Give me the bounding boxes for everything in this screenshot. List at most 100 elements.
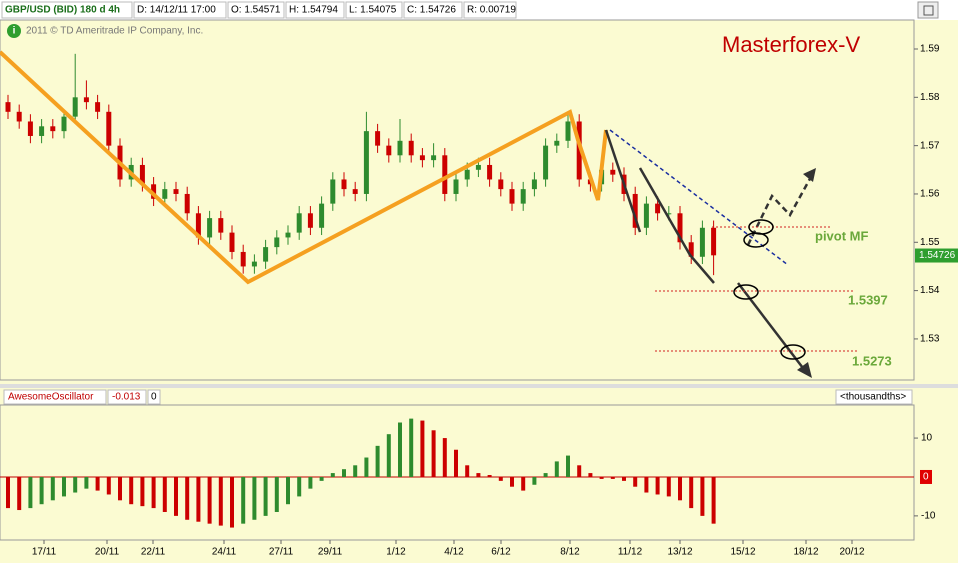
osc-bar xyxy=(454,449,458,477)
trend-line xyxy=(0,50,608,285)
y-tick-label: 1.55 xyxy=(920,237,940,248)
candle-body xyxy=(543,145,549,180)
candle-body xyxy=(296,213,302,233)
candle-body xyxy=(307,213,313,228)
candle-body xyxy=(464,169,470,180)
y-tick-label: 1.53 xyxy=(920,334,940,345)
header-text: D: 14/12/11 17:00 xyxy=(137,5,216,16)
osc-bar xyxy=(118,476,122,501)
candle-body xyxy=(431,155,437,161)
marker xyxy=(733,284,759,300)
header-cell xyxy=(285,1,345,19)
candle-body xyxy=(184,193,190,214)
osc-bar xyxy=(431,430,436,477)
osc-bar xyxy=(62,476,66,497)
candle-body xyxy=(139,164,145,185)
header-cell xyxy=(1,1,133,19)
x-tick-label: 20/11 xyxy=(95,547,120,558)
chart-title: Masterforex-V xyxy=(722,32,860,57)
y-tick-label: -10 xyxy=(921,511,936,522)
osc-bar xyxy=(39,476,44,505)
osc-name-box xyxy=(3,389,107,405)
copyright: 2011 © TD Ameritrade IP Company, Inc. xyxy=(26,26,203,37)
markers xyxy=(733,219,806,360)
candle-body xyxy=(375,131,381,146)
header-text: L: 1.54075 xyxy=(349,5,397,16)
osc-readout-box xyxy=(107,389,147,405)
arrowhead xyxy=(797,362,812,378)
last-price-box xyxy=(915,248,958,263)
header-text: GBP/USD (BID) 180 d 4h xyxy=(5,5,120,16)
osc-bar xyxy=(241,476,246,524)
settings-button[interactable] xyxy=(917,1,939,19)
arrowhead xyxy=(803,168,816,182)
osc-bar xyxy=(566,455,570,477)
candle-body xyxy=(27,121,33,136)
candle-body xyxy=(341,179,347,190)
osc-bar xyxy=(106,476,111,495)
osc-bar xyxy=(521,476,526,491)
candle-body xyxy=(475,164,481,170)
candle-body xyxy=(509,189,515,204)
osc-bar xyxy=(678,476,682,501)
osc-bar xyxy=(577,465,582,477)
osc-bar xyxy=(230,476,234,528)
x-tick-label: 8/12 xyxy=(560,547,580,558)
osc-bar xyxy=(442,438,447,477)
osc-bar xyxy=(50,476,55,501)
candle-body xyxy=(408,140,414,156)
annotation: 1.5397 xyxy=(848,292,888,307)
oscillator: AwesomeOscillator -0.013 0 <thousandths> 10 0… xyxy=(0,389,936,528)
osc-bar xyxy=(633,476,638,487)
target-arrow xyxy=(737,282,807,373)
candle-body xyxy=(666,213,672,215)
x-tick-label: 29/11 xyxy=(318,547,343,558)
candle-body xyxy=(419,155,425,161)
candle-body xyxy=(643,203,649,228)
osc-bar xyxy=(353,465,358,477)
annotation: 1.5273 xyxy=(852,353,892,368)
candle-body xyxy=(711,227,717,256)
candle-body xyxy=(162,189,168,199)
header-cell xyxy=(463,1,517,19)
osc-bar xyxy=(319,476,324,481)
candle-body xyxy=(207,218,213,238)
header-text: H: 1.54794 xyxy=(289,5,338,16)
info-icon[interactable] xyxy=(7,24,21,38)
candle-body xyxy=(655,203,661,214)
x-axis: 17/11 20/11 22/11 24/11 27/11 29/11 1/12 4/12 6/… xyxy=(32,540,865,558)
osc-bar xyxy=(666,476,671,497)
x-tick-label: 20/12 xyxy=(839,547,864,558)
header-cell xyxy=(133,1,227,19)
osc-bar xyxy=(252,476,257,520)
candle-body xyxy=(240,251,246,267)
osc-bar xyxy=(375,445,380,477)
osc-bar xyxy=(297,476,302,497)
osc-bar xyxy=(28,476,33,509)
x-tick-label: 27/11 xyxy=(269,547,294,558)
osc-bar xyxy=(95,476,100,491)
header-cell xyxy=(345,1,403,19)
wave-line xyxy=(604,129,642,233)
candle-body xyxy=(699,227,705,257)
candle-body xyxy=(229,232,235,252)
x-tick-label: 1/12 xyxy=(386,547,406,558)
osc-bar xyxy=(84,476,89,489)
osc-bar xyxy=(330,473,335,477)
osc-bar xyxy=(420,420,425,477)
osc-bar xyxy=(510,476,514,487)
osc-bar xyxy=(342,469,346,477)
osc-name: AwesomeOscillator xyxy=(8,392,94,403)
x-tick-label: 6/12 xyxy=(491,547,511,558)
x-tick-label: 22/11 xyxy=(141,547,166,558)
x-tick-label: 18/12 xyxy=(793,547,818,558)
osc-bar xyxy=(409,418,414,477)
candle-body xyxy=(453,179,459,194)
candle-body xyxy=(50,126,56,132)
settings-icon xyxy=(923,5,934,16)
x-tick-label: 11/12 xyxy=(618,547,643,558)
header-text: C: 1.54726 xyxy=(407,5,456,16)
candle-body xyxy=(520,189,526,204)
osc-bar xyxy=(689,476,694,509)
